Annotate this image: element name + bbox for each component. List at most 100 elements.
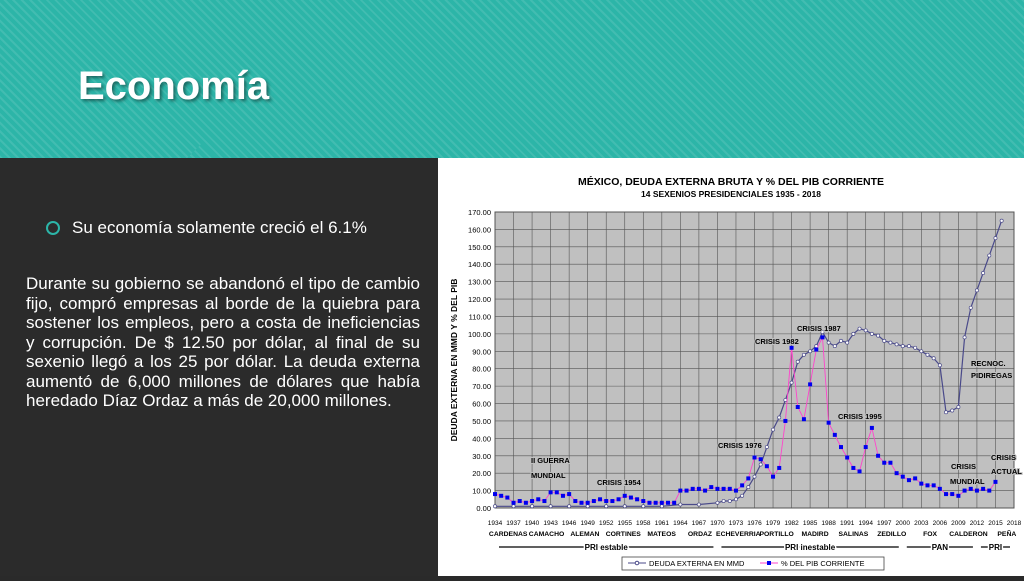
debt-point bbox=[962, 335, 967, 340]
president-label: MADIRD bbox=[801, 531, 828, 538]
debt-point bbox=[882, 338, 887, 343]
debt-point bbox=[863, 328, 868, 333]
chart-title: MÉXICO, DEUDA EXTERNA BRUTA Y % DEL PIB … bbox=[578, 175, 884, 188]
x-tick-label: 1979 bbox=[766, 520, 781, 527]
pib-point bbox=[758, 457, 763, 462]
x-tick-label: 1937 bbox=[506, 520, 521, 527]
pib-point bbox=[659, 500, 664, 505]
pib-point bbox=[974, 488, 979, 493]
pib-point bbox=[653, 500, 658, 505]
x-tick-label: 1973 bbox=[729, 520, 744, 527]
y-axis-label: DEUDA EXTERNA EN MMD Y % DEL PIB bbox=[449, 279, 459, 442]
debt-point bbox=[678, 502, 683, 507]
y-tick-label: 70.00 bbox=[472, 382, 491, 391]
debt-point bbox=[987, 253, 992, 258]
chart-annotation: CRISIS 1954 bbox=[597, 478, 642, 487]
pib-point bbox=[635, 497, 640, 502]
x-tick-label: 1961 bbox=[655, 520, 670, 527]
president-label: MATEOS bbox=[647, 531, 676, 538]
x-tick-label: 1967 bbox=[692, 520, 707, 527]
debt-point bbox=[919, 349, 924, 354]
pib-point bbox=[567, 492, 572, 497]
debt-point bbox=[974, 288, 979, 293]
y-tick-label: 30.00 bbox=[472, 452, 491, 461]
pib-point bbox=[894, 471, 899, 476]
x-tick-label: 2000 bbox=[896, 520, 911, 527]
y-tick-label: 80.00 bbox=[472, 365, 491, 374]
pib-point bbox=[721, 486, 726, 491]
x-tick-label: 2015 bbox=[988, 520, 1003, 527]
pib-point bbox=[641, 499, 646, 504]
debt-point bbox=[907, 344, 911, 349]
x-tick-label: 1940 bbox=[525, 520, 540, 527]
y-tick-label: 120.00 bbox=[468, 295, 491, 304]
pib-point bbox=[573, 499, 578, 504]
x-tick-label: 1976 bbox=[747, 520, 762, 527]
pib-point bbox=[733, 488, 738, 493]
debt-point bbox=[752, 474, 757, 479]
chart-annotation: CRISIS 1987 bbox=[797, 324, 841, 333]
period-label: PRI estable bbox=[585, 543, 629, 552]
y-tick-label: 0.00 bbox=[476, 504, 491, 513]
pib-point bbox=[777, 465, 782, 470]
debt-point bbox=[511, 504, 516, 509]
president-label: ECHEVERRIA bbox=[716, 531, 761, 538]
x-tick-label: 2009 bbox=[951, 520, 966, 527]
pib-point bbox=[826, 420, 831, 425]
debt-point bbox=[734, 497, 738, 502]
chart-annotation: CRISIS bbox=[951, 462, 976, 471]
pib-point bbox=[666, 500, 670, 505]
debt-point bbox=[826, 340, 831, 345]
debt-point bbox=[622, 504, 627, 509]
pib-point bbox=[709, 485, 714, 490]
pib-point bbox=[740, 483, 745, 488]
pib-point bbox=[944, 492, 949, 497]
pib-point bbox=[536, 497, 541, 502]
pib-point bbox=[913, 476, 918, 481]
debt-point bbox=[845, 340, 850, 345]
x-tick-label: 2018 bbox=[1007, 520, 1022, 527]
pib-point bbox=[560, 493, 565, 498]
pib-point bbox=[839, 445, 843, 450]
pib-point bbox=[764, 464, 769, 469]
pib-point bbox=[517, 499, 522, 504]
x-tick-label: 1943 bbox=[543, 520, 558, 527]
debt-point bbox=[869, 331, 874, 336]
slide-title: Economía bbox=[78, 64, 270, 108]
y-tick-label: 90.00 bbox=[472, 347, 491, 356]
debt-point bbox=[820, 330, 825, 335]
pib-point bbox=[900, 474, 905, 479]
debt-point bbox=[727, 499, 732, 503]
pib-point bbox=[888, 460, 893, 465]
x-tick-label: 2012 bbox=[970, 520, 985, 527]
debt-point bbox=[604, 504, 609, 509]
x-tick-label: 1970 bbox=[710, 520, 725, 527]
title-banner bbox=[0, 0, 1024, 158]
y-tick-label: 140.00 bbox=[468, 260, 491, 269]
pib-point bbox=[554, 490, 559, 495]
pib-point bbox=[585, 500, 590, 505]
legend-debt-marker bbox=[634, 560, 640, 566]
debt-point bbox=[925, 352, 930, 357]
series-pib-line bbox=[494, 335, 996, 504]
debt-point bbox=[832, 344, 837, 349]
x-tick-label: 1946 bbox=[562, 520, 577, 527]
x-tick-label: 1988 bbox=[821, 520, 836, 527]
y-tick-label: 150.00 bbox=[468, 243, 491, 252]
period-label: PAN bbox=[932, 543, 949, 552]
pib-point bbox=[505, 495, 510, 500]
pib-point bbox=[771, 474, 776, 479]
chart-annotation: CRISIS 1995 bbox=[838, 412, 882, 421]
debt-point bbox=[740, 493, 745, 498]
bullet-circle-icon bbox=[46, 221, 60, 235]
body-paragraph: Durante su gobierno se abandonó el tipo … bbox=[26, 274, 420, 410]
pib-point bbox=[499, 493, 504, 498]
chart-annotation: CRISIS bbox=[991, 453, 1016, 462]
pib-point bbox=[690, 486, 695, 491]
legend-pib-label: % DEL PIB CORRIENTE bbox=[781, 559, 865, 568]
chart-annotation: PIDIREGAS bbox=[971, 371, 1012, 380]
period-label: PRI bbox=[989, 543, 1002, 552]
debt-point bbox=[857, 326, 862, 331]
pib-point bbox=[962, 488, 967, 493]
pib-point bbox=[523, 500, 528, 505]
